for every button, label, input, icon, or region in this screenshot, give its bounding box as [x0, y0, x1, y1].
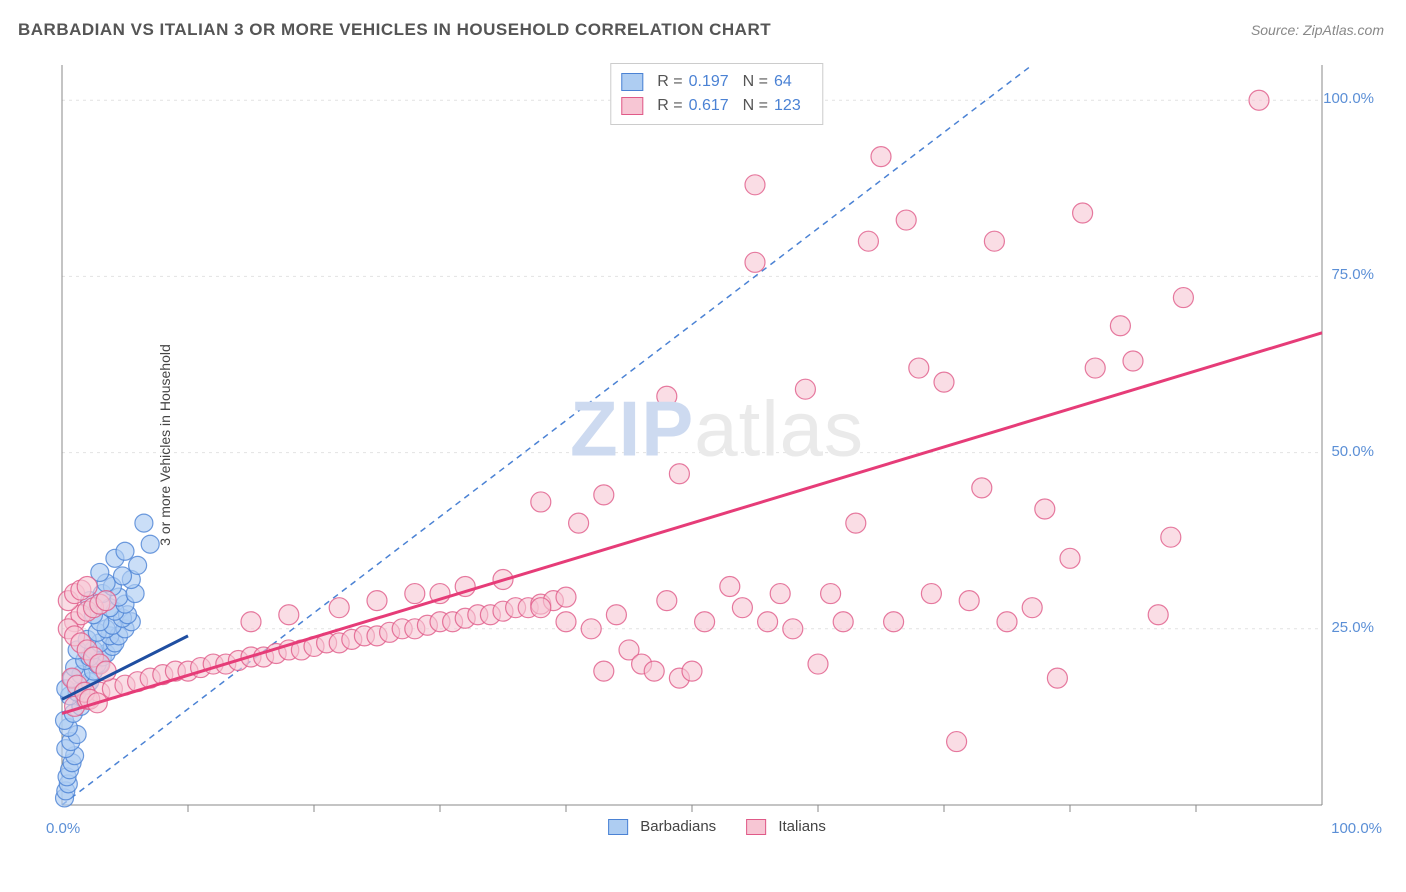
chart-area: 3 or more Vehicles in Household ZIPatlas… — [52, 55, 1382, 835]
r-label: R = — [657, 94, 682, 118]
bottom-legend: Barbadians Italians — [608, 818, 826, 835]
bottom-legend-label: Italians — [778, 818, 826, 835]
y-tick-label: 75.0% — [1331, 266, 1374, 283]
legend-swatch-barbadians — [621, 73, 643, 91]
x-tick-label-left: 0.0% — [46, 820, 80, 837]
r-label: R = — [657, 70, 682, 94]
y-axis-label: 3 or more Vehicles in Household — [157, 344, 173, 546]
legend-row-barbadians: R = 0.197 N = 64 — [621, 70, 808, 94]
y-tick-label: 25.0% — [1331, 619, 1374, 636]
r-value-italians: 0.617 — [689, 94, 729, 118]
bottom-legend-label: Barbadians — [640, 818, 716, 835]
n-value-barbadians: 64 — [774, 70, 792, 94]
r-value-barbadians: 0.197 — [689, 70, 729, 94]
x-tick-label-right: 100.0% — [1331, 820, 1382, 837]
watermark-atlas: atlas — [694, 385, 864, 473]
y-tick-label: 100.0% — [1323, 90, 1374, 107]
correlation-legend: R = 0.197 N = 64 R = 0.617 N = 123 — [610, 63, 823, 125]
bottom-legend-item: Italians — [746, 818, 826, 835]
y-tick-label: 50.0% — [1331, 443, 1374, 460]
source-attribution: Source: ZipAtlas.com — [1251, 22, 1384, 38]
legend-swatch-italians-icon — [746, 819, 766, 835]
watermark: ZIPatlas — [570, 384, 864, 475]
n-label: N = — [743, 94, 768, 118]
chart-title: BARBADIAN VS ITALIAN 3 OR MORE VEHICLES … — [18, 20, 771, 40]
n-value-italians: 123 — [774, 94, 801, 118]
legend-row-italians: R = 0.617 N = 123 — [621, 94, 808, 118]
watermark-zip: ZIP — [570, 385, 694, 473]
n-label: N = — [743, 70, 768, 94]
bottom-legend-item: Barbadians — [608, 818, 716, 835]
legend-swatch-barbadians-icon — [608, 819, 628, 835]
legend-swatch-italians — [621, 97, 643, 115]
